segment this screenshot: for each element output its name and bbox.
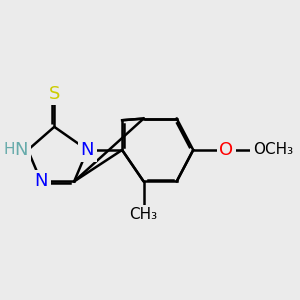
Text: H: H	[3, 142, 15, 158]
Text: S: S	[49, 85, 60, 103]
Text: OCH₃: OCH₃	[253, 142, 293, 158]
Text: N: N	[34, 172, 48, 190]
Text: N: N	[14, 141, 28, 159]
Text: CH₃: CH₃	[130, 207, 158, 222]
Text: O: O	[219, 141, 233, 159]
Text: N: N	[81, 141, 94, 159]
